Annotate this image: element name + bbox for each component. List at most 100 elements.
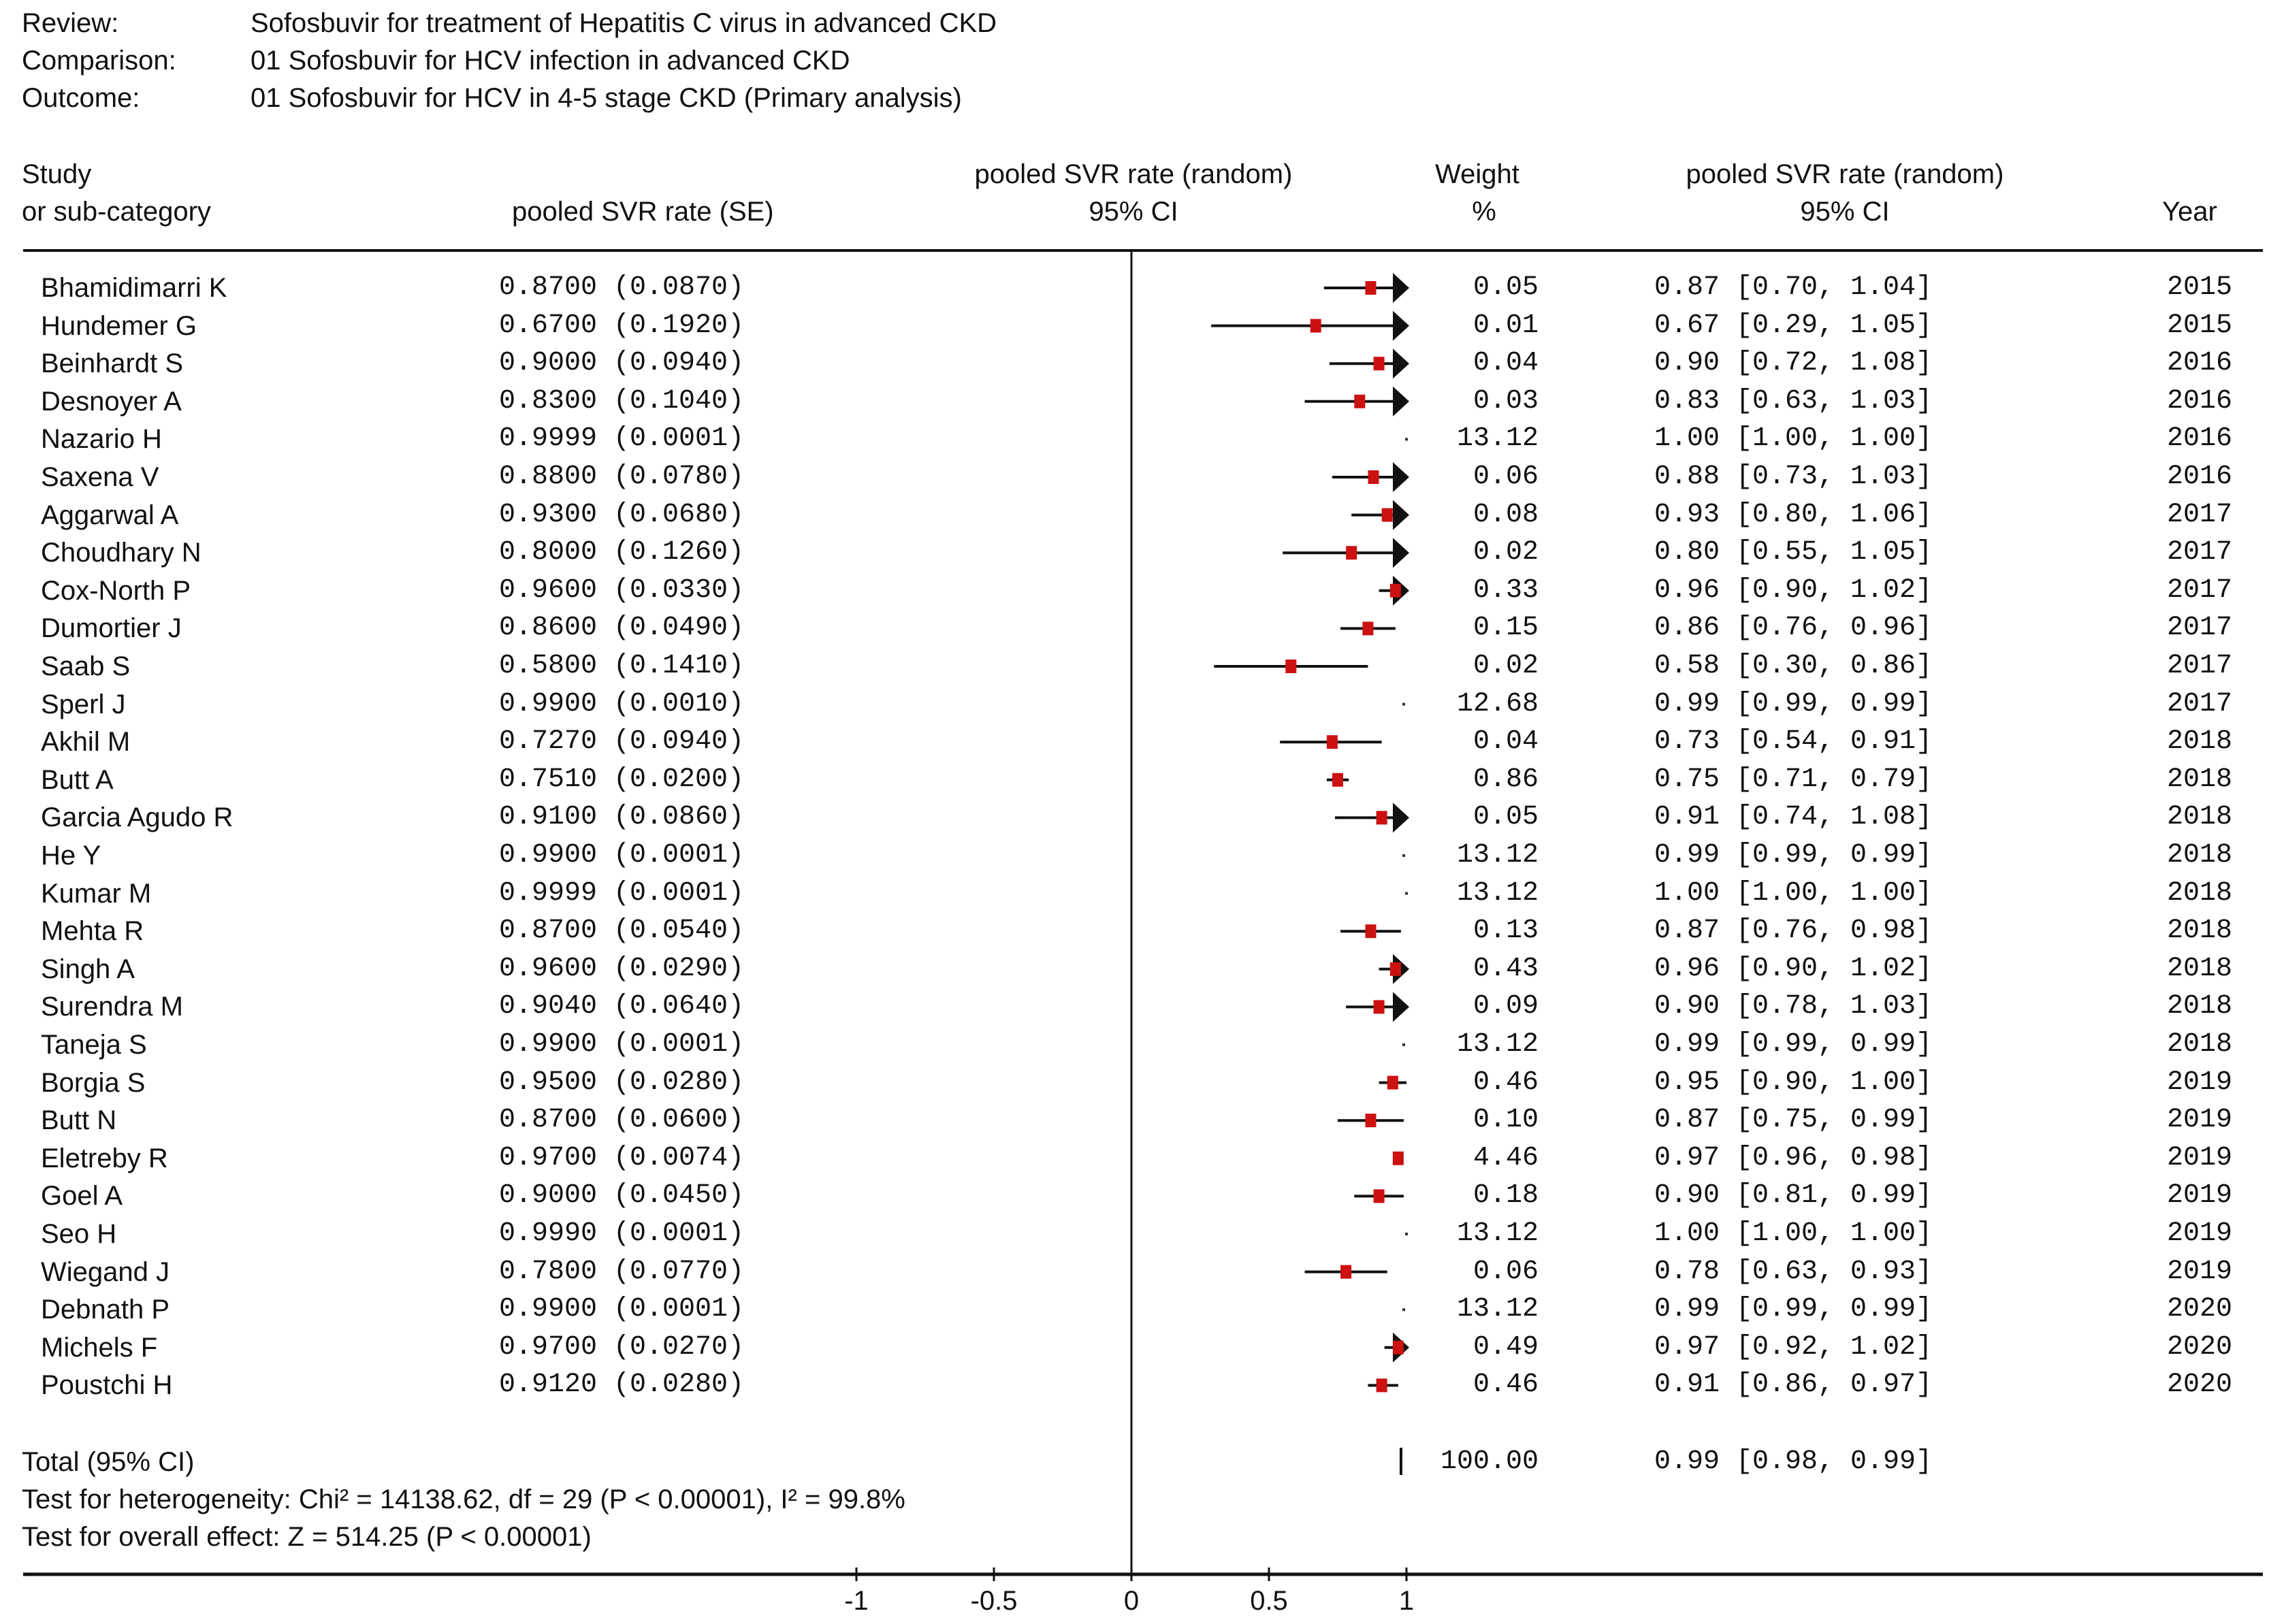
study-ci: 0.91 [0.74, 1.08] xyxy=(1654,802,1933,833)
study-name: Dumortier J xyxy=(41,613,182,644)
ci-arrow xyxy=(1393,273,1409,303)
study-ci: 0.90 [0.72, 1.08] xyxy=(1654,348,1933,379)
total-label: Total (95% CI) xyxy=(22,1447,195,1477)
estimate-box xyxy=(1373,1189,1385,1203)
col-year: Year xyxy=(2162,197,2217,227)
study-year: 2015 xyxy=(2167,310,2233,341)
study-year: 2018 xyxy=(2167,840,2233,871)
outcome-title: 01 Sofosbuvir for HCV in 4-5 stage CKD (… xyxy=(251,83,962,113)
col-study: Study xyxy=(22,159,92,189)
col-weight-unit: % xyxy=(1472,197,1496,227)
study-year: 2019 xyxy=(2167,1256,2233,1287)
study-se: 0.8700 (0.0600) xyxy=(499,1105,745,1136)
study-se: 0.8600 (0.0490) xyxy=(499,613,745,644)
study-se: 0.9040 (0.0640) xyxy=(499,991,745,1022)
estimate-box xyxy=(1365,1114,1377,1128)
ci-arrow xyxy=(1393,348,1409,379)
study-year: 2019 xyxy=(2167,1142,2233,1173)
study-ci: 1.00 [1.00, 1.00] xyxy=(1654,1218,1933,1249)
study-year: 2017 xyxy=(2167,499,2233,530)
estimate-box xyxy=(1362,621,1374,636)
study-ci: 0.95 [0.90, 1.00] xyxy=(1654,1067,1933,1098)
study-weight: 13.12 xyxy=(1456,1218,1539,1249)
study-weight: 0.02 xyxy=(1473,537,1539,568)
col-subcategory: or sub-category xyxy=(22,197,211,227)
ci-arrow xyxy=(1393,386,1409,417)
study-ci: 0.97 [0.92, 1.02] xyxy=(1654,1331,1933,1363)
estimate-box xyxy=(1354,394,1366,408)
study-year: 2017 xyxy=(2167,688,2233,719)
study-weight: 0.13 xyxy=(1473,915,1539,947)
study-name: Butt N xyxy=(41,1105,117,1136)
ci-arrow xyxy=(1393,500,1409,530)
study-name: Eletreby R xyxy=(41,1143,168,1173)
estimate-dot xyxy=(1405,438,1408,441)
col-se: pooled SVR rate (SE) xyxy=(512,197,774,227)
estimate-dot xyxy=(1405,1233,1408,1235)
study-weight: 0.43 xyxy=(1473,953,1539,984)
study-name: Goel A xyxy=(41,1181,123,1212)
study-se: 0.8800 (0.0780) xyxy=(499,461,745,492)
study-name: Michels F xyxy=(41,1332,158,1363)
study-se: 0.6700 (0.1920) xyxy=(499,310,745,341)
col-plot-title: pooled SVR rate (random) xyxy=(974,159,1293,189)
study-se: 0.8700 (0.0870) xyxy=(499,272,745,303)
ci-arrow xyxy=(1393,992,1409,1022)
estimate-box xyxy=(1332,773,1343,787)
study-year: 2018 xyxy=(2167,915,2233,947)
study-ci: 0.83 [0.63, 1.03] xyxy=(1654,385,1933,417)
comparison-title: 01 Sofosbuvir for HCV infection in advan… xyxy=(251,46,850,76)
study-weight: 13.12 xyxy=(1456,1029,1539,1060)
estimate-box xyxy=(1392,1151,1404,1165)
estimate-dot xyxy=(1402,854,1405,857)
study-name: Aggarwal A xyxy=(41,500,179,530)
study-ci: 0.73 [0.54, 0.91] xyxy=(1654,726,1933,758)
study-weight: 0.04 xyxy=(1473,348,1539,379)
study-year: 2017 xyxy=(2167,537,2233,568)
study-name: Cox-North P xyxy=(41,575,191,606)
estimate-box xyxy=(1310,319,1321,333)
study-weight: 0.86 xyxy=(1473,764,1539,795)
study-year: 2019 xyxy=(2167,1180,2233,1212)
study-weight: 4.46 xyxy=(1473,1142,1539,1173)
estimate-dot xyxy=(1402,1043,1405,1046)
outcome-label: Outcome: xyxy=(22,83,140,113)
study-year: 2017 xyxy=(2167,613,2233,644)
estimate-box xyxy=(1346,546,1357,560)
study-year: 2017 xyxy=(2167,574,2233,606)
study-ci: 0.90 [0.78, 1.03] xyxy=(1654,991,1933,1022)
estimate-box xyxy=(1365,281,1377,295)
study-ci: 1.00 [1.00, 1.00] xyxy=(1654,877,1933,909)
study-year: 2019 xyxy=(2167,1067,2233,1098)
estimate-dot xyxy=(1402,1308,1405,1312)
study-year: 2019 xyxy=(2167,1218,2233,1249)
study-ci: 0.93 [0.80, 1.06] xyxy=(1654,499,1933,530)
ci-arrow xyxy=(1393,538,1409,568)
estimate-box xyxy=(1376,811,1387,825)
ci-arrow xyxy=(1393,802,1409,833)
study-year: 2015 xyxy=(2167,272,2233,303)
study-se: 0.9600 (0.0290) xyxy=(499,953,745,984)
study-name: Akhil M xyxy=(41,727,131,758)
x-tick-label: 0 xyxy=(1123,1586,1140,1616)
study-se: 0.9900 (0.0001) xyxy=(499,1029,745,1060)
heterogeneity-text: Test for heterogeneity: Chi² = 14138.62,… xyxy=(22,1484,905,1514)
estimate-dot xyxy=(1402,702,1405,706)
study-weight: 0.18 xyxy=(1473,1180,1539,1212)
estimate-box xyxy=(1285,660,1297,673)
total-ci: 0.99 [0.98, 0.99] xyxy=(1654,1446,1933,1477)
study-ci: 0.97 [0.96, 0.98] xyxy=(1654,1142,1933,1173)
study-name: Hundemer G xyxy=(41,310,197,341)
study-year: 2016 xyxy=(2167,461,2233,492)
estimate-box xyxy=(1389,583,1401,598)
estimate-box xyxy=(1376,1378,1387,1393)
study-ci: 0.96 [0.90, 1.02] xyxy=(1654,574,1933,606)
study-weight: 0.05 xyxy=(1473,802,1539,833)
study-se: 0.9000 (0.0450) xyxy=(499,1180,745,1212)
estimate-box xyxy=(1392,1340,1404,1354)
study-se: 0.8000 (0.1260) xyxy=(499,537,745,568)
col-weight: Weight xyxy=(1435,159,1519,189)
study-year: 2018 xyxy=(2167,953,2233,984)
estimate-box xyxy=(1373,357,1385,371)
